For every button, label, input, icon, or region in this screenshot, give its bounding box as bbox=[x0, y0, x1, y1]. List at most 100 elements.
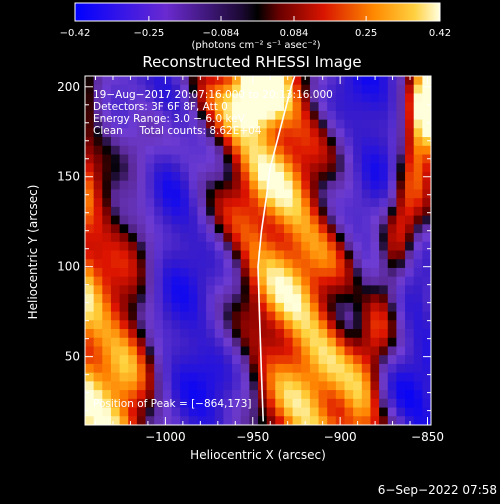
heatmap-cell bbox=[214, 215, 224, 225]
heatmap-cell bbox=[413, 206, 423, 217]
annotation-peak-position: Position of Peak = [−864,173] bbox=[93, 398, 252, 410]
heatmap-cell bbox=[102, 329, 112, 339]
heatmap-cell bbox=[240, 267, 250, 278]
heatmap-cell bbox=[206, 93, 216, 103]
heatmap-cell bbox=[370, 346, 380, 356]
heatmap-cell bbox=[405, 110, 415, 121]
heatmap-cell bbox=[292, 337, 302, 348]
heatmap-cell bbox=[361, 93, 372, 103]
heatmap-cell bbox=[309, 215, 320, 225]
heatmap-cell bbox=[422, 267, 431, 278]
heatmap-cell bbox=[180, 276, 190, 286]
heatmap-cell bbox=[335, 302, 346, 313]
heatmap-cell bbox=[283, 154, 294, 164]
heatmap-cell bbox=[422, 145, 431, 156]
heatmap-cell bbox=[223, 163, 233, 173]
heatmap-cell bbox=[318, 145, 328, 156]
heatmap-cell bbox=[344, 311, 354, 321]
heatmap-cell bbox=[110, 171, 121, 182]
heatmap-cell bbox=[171, 224, 181, 234]
heatmap-cell bbox=[249, 233, 259, 243]
heatmap-cell bbox=[197, 198, 207, 208]
heatmap-cell bbox=[102, 233, 112, 243]
heatmap-cell bbox=[206, 276, 216, 286]
heatmap-cell bbox=[422, 329, 431, 339]
heatmap-cell bbox=[379, 241, 389, 252]
heatmap-cell bbox=[309, 302, 320, 313]
heatmap-cell bbox=[301, 198, 311, 208]
heatmap-cell bbox=[335, 276, 346, 286]
heatmap-cell bbox=[275, 198, 285, 208]
heatmap-cell bbox=[335, 171, 346, 182]
heatmap-cell bbox=[206, 189, 216, 199]
heatmap-cell bbox=[292, 233, 302, 243]
heatmap-cell bbox=[309, 346, 320, 356]
heatmap-cell bbox=[396, 163, 406, 173]
heatmap-cell bbox=[301, 320, 311, 330]
heatmap-cell bbox=[361, 102, 372, 112]
heatmap-cell bbox=[240, 224, 250, 234]
heatmap-cell bbox=[249, 372, 259, 382]
heatmap-cell bbox=[283, 189, 294, 199]
heatmap-cell bbox=[387, 398, 397, 409]
heatmap-cell bbox=[223, 250, 233, 260]
heatmap-cell bbox=[353, 154, 363, 164]
heatmap-cell bbox=[327, 233, 337, 243]
heatmap-cell bbox=[136, 267, 147, 278]
heatmap-cell bbox=[387, 180, 397, 191]
heatmap-cell bbox=[145, 180, 155, 191]
heatmap-cell bbox=[162, 381, 173, 391]
heatmap-cell bbox=[266, 110, 276, 121]
heatmap-cell bbox=[344, 398, 354, 409]
heatmap-cell bbox=[379, 302, 389, 313]
heatmap-cell bbox=[249, 215, 259, 225]
heatmap-cell bbox=[275, 320, 285, 330]
heatmap-cell bbox=[85, 259, 95, 269]
heatmap-cell bbox=[405, 171, 415, 182]
heatmap-cell bbox=[128, 145, 138, 156]
heatmap-cell bbox=[396, 381, 406, 391]
heatmap-cell bbox=[85, 215, 95, 225]
heatmap-cell bbox=[93, 267, 103, 278]
heatmap-cell bbox=[154, 163, 164, 173]
heatmap-cell bbox=[283, 76, 294, 86]
heatmap-cell bbox=[171, 180, 181, 191]
heatmap-cell bbox=[240, 93, 250, 103]
heatmap-cell bbox=[232, 267, 242, 278]
heatmap-cell bbox=[249, 128, 259, 138]
heatmap-cell bbox=[93, 285, 103, 295]
heatmap-cell bbox=[232, 128, 242, 138]
heatmap-cell bbox=[93, 189, 103, 199]
heatmap-cell bbox=[119, 189, 129, 199]
heatmap-cell bbox=[171, 110, 181, 121]
heatmap-cell bbox=[119, 137, 129, 147]
heatmap-cell bbox=[214, 171, 224, 182]
heatmap-cell bbox=[128, 102, 138, 112]
heatmap-cell bbox=[266, 171, 276, 182]
heatmap-cell bbox=[405, 250, 415, 260]
heatmap-cell bbox=[119, 198, 129, 208]
heatmap-cell bbox=[379, 154, 389, 164]
heatmap-cell bbox=[370, 355, 380, 365]
heatmap-cell bbox=[240, 390, 250, 400]
heatmap-cell bbox=[327, 171, 337, 182]
heatmap-cell bbox=[396, 137, 406, 147]
heatmap-cell bbox=[309, 311, 320, 321]
heatmap-cell bbox=[275, 137, 285, 147]
heatmap-cell bbox=[119, 119, 129, 129]
colorbar-tick-label: −0.25 bbox=[134, 28, 165, 39]
heatmap-cell bbox=[387, 102, 397, 112]
heatmap-cell bbox=[119, 363, 129, 374]
heatmap-cell bbox=[413, 416, 423, 425]
heatmap-cell bbox=[110, 189, 121, 199]
heatmap-cell bbox=[214, 363, 224, 374]
heatmap-cell bbox=[240, 163, 250, 173]
heatmap-cell bbox=[232, 337, 242, 348]
heatmap-cell bbox=[240, 398, 250, 409]
heatmap-cell bbox=[171, 372, 181, 382]
heatmap-cell bbox=[309, 320, 320, 330]
heatmap-cell bbox=[370, 145, 380, 156]
heatmap-cell bbox=[85, 128, 95, 138]
heatmap-cell bbox=[422, 241, 431, 252]
heatmap-cell bbox=[223, 93, 233, 103]
